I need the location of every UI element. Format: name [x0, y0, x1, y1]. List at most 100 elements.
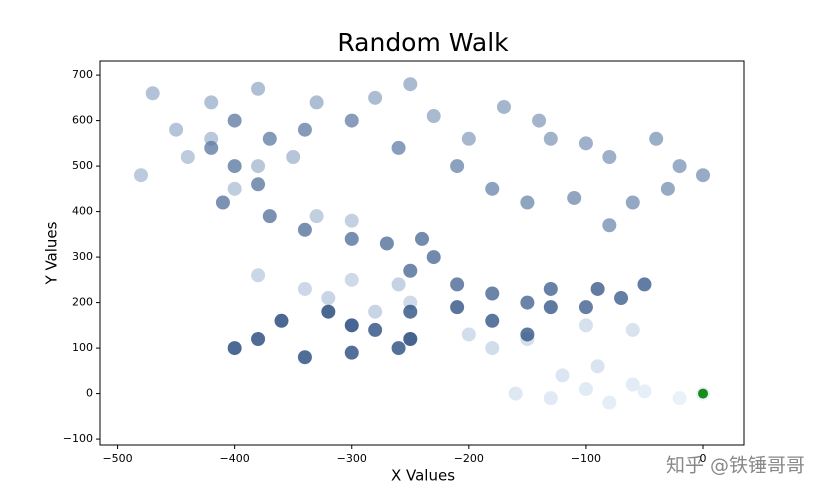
y-axis-label: Y Values	[43, 221, 61, 285]
walk-point	[625, 377, 640, 392]
y-tick-label: 700	[72, 68, 93, 81]
walk-point	[227, 181, 242, 196]
walk-point	[672, 391, 687, 406]
walk-point	[461, 131, 476, 146]
walk-point	[391, 277, 406, 292]
walk-point	[391, 341, 406, 356]
walk-point	[368, 90, 383, 105]
walk-point	[227, 159, 242, 174]
walk-point	[532, 113, 547, 128]
y-tick-label: −100	[63, 432, 93, 445]
walk-point	[251, 81, 266, 96]
walk-point	[485, 341, 500, 356]
walk-point	[520, 195, 535, 210]
walk-point	[614, 291, 629, 306]
walk-point	[169, 122, 184, 137]
walk-point	[426, 250, 441, 265]
walk-point	[672, 159, 687, 174]
walk-point	[426, 109, 441, 124]
walk-point	[227, 341, 242, 356]
walk-point	[602, 395, 617, 410]
walk-point	[461, 327, 476, 342]
walk-point	[485, 313, 500, 328]
walk-point	[485, 286, 500, 301]
walk-point	[520, 295, 535, 310]
y-tick-label: 100	[72, 341, 93, 354]
walk-point	[321, 291, 336, 306]
walk-point	[297, 350, 312, 365]
walk-point	[368, 304, 383, 319]
walk-point	[204, 140, 219, 155]
walk-point	[660, 181, 675, 196]
y-tick-label: 500	[72, 159, 93, 172]
walk-point	[602, 218, 617, 233]
walk-point	[602, 150, 617, 164]
walk-point	[567, 190, 582, 205]
walk-point	[578, 300, 593, 315]
walk-point	[649, 131, 664, 146]
x-tick-label: −500	[102, 452, 132, 465]
walk-point	[485, 181, 500, 196]
walk-point	[368, 322, 383, 337]
walk-point	[297, 281, 312, 296]
walk-point	[578, 318, 593, 333]
walk-point	[251, 177, 266, 192]
watermark: 知乎 @铁锤哥哥	[666, 455, 805, 477]
walk-point	[297, 122, 312, 137]
walk-point	[415, 231, 429, 246]
walk-point	[321, 304, 336, 319]
walk-point	[274, 313, 289, 328]
walk-point	[637, 384, 652, 399]
walk-point	[578, 136, 593, 151]
walk-point	[227, 113, 242, 128]
walk-point	[520, 327, 535, 342]
walk-point	[450, 300, 465, 315]
walk-point	[344, 213, 359, 228]
x-axis-label: X Values	[391, 467, 455, 485]
y-tick-label: 0	[86, 387, 93, 400]
x-tick-label: −200	[454, 452, 484, 465]
walk-point	[543, 131, 558, 146]
x-tick-label: −400	[220, 452, 250, 465]
x-tick-label: 0	[700, 452, 707, 465]
start-point	[698, 388, 709, 399]
walk-point	[555, 368, 570, 383]
walk-point	[215, 195, 230, 210]
walk-point	[450, 277, 465, 292]
walk-point	[344, 113, 359, 128]
walk-point	[309, 209, 324, 224]
walk-point	[543, 281, 558, 296]
walk-point	[309, 95, 324, 110]
walk-point	[403, 331, 418, 346]
x-tick-label: −300	[337, 452, 367, 465]
walk-point	[344, 345, 359, 360]
walk-point	[590, 359, 605, 374]
walk-point	[344, 231, 359, 246]
walk-point	[403, 304, 418, 319]
walk-point	[403, 263, 418, 278]
walk-point	[286, 150, 301, 164]
walk-point	[543, 300, 558, 315]
walk-point	[637, 277, 652, 292]
walk-point	[403, 77, 418, 92]
walk-point	[696, 168, 711, 183]
y-tick-label: 600	[72, 114, 93, 127]
walk-point	[391, 140, 406, 155]
walk-point	[251, 268, 266, 283]
walk-point	[625, 195, 640, 210]
walk-point	[625, 322, 640, 337]
walk-point	[262, 131, 277, 146]
walk-point	[204, 95, 219, 110]
y-tick-label: 300	[72, 250, 93, 263]
walk-point	[262, 209, 277, 224]
walk-point	[297, 222, 312, 237]
walk-point	[180, 150, 195, 164]
walk-point	[251, 159, 266, 174]
y-tick-label: 200	[72, 296, 93, 309]
walk-point	[508, 386, 523, 401]
plot-frame	[99, 60, 745, 446]
walk-point	[133, 168, 148, 183]
chart-title: Random Walk	[337, 28, 509, 57]
walk-point	[450, 159, 465, 174]
